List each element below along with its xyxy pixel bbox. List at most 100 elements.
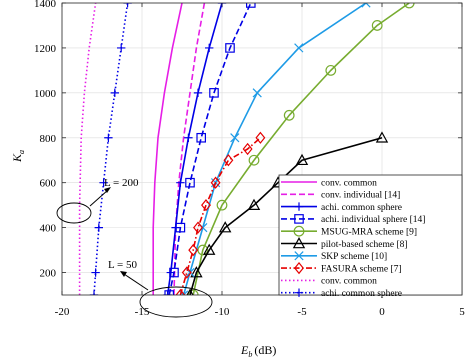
legend-label: MSUG-MRA scheme [9] bbox=[321, 228, 417, 238]
series-line bbox=[166, 3, 223, 295]
data-point bbox=[403, 3, 415, 9]
data-point bbox=[176, 178, 185, 187]
annotation-label-l200: L = 200 bbox=[104, 177, 139, 189]
legend-label: achi. individual sphere [14] bbox=[321, 215, 425, 225]
data-point bbox=[202, 243, 216, 255]
annotation-label-l50: L = 50 bbox=[108, 259, 138, 271]
y-tick-label: 1400 bbox=[34, 0, 57, 10]
y-axis-label-sub: a bbox=[17, 150, 26, 154]
data-point bbox=[255, 131, 266, 144]
data-point bbox=[184, 133, 193, 142]
data-point bbox=[196, 132, 206, 143]
legend: conv. common conv. individual [14] achi. c… bbox=[278, 174, 463, 299]
y-axis-label-main: K bbox=[10, 153, 24, 163]
legend-marker bbox=[294, 214, 304, 224]
series-line bbox=[168, 3, 252, 295]
legend-marker bbox=[294, 261, 304, 275]
series-line bbox=[152, 3, 183, 295]
data-point bbox=[209, 88, 219, 98]
legend-label: conv. common bbox=[321, 178, 377, 188]
annotation-arrow-l50 bbox=[123, 273, 149, 291]
series-3-achi-individual-sphere-14 bbox=[164, 3, 256, 295]
annotation-arrowhead-l200 bbox=[104, 187, 111, 193]
legend-marker bbox=[294, 251, 304, 261]
series-layer bbox=[78, 3, 415, 295]
legend-marker bbox=[293, 225, 305, 237]
y-tick-label: 600 bbox=[40, 178, 57, 190]
data-point bbox=[190, 266, 203, 278]
x-tick-label: -10 bbox=[215, 306, 230, 318]
y-tick-label: 1000 bbox=[34, 88, 57, 100]
data-point bbox=[294, 43, 304, 53]
data-point bbox=[94, 223, 103, 232]
data-point bbox=[169, 267, 179, 278]
data-point bbox=[283, 109, 295, 121]
data-point bbox=[246, 3, 256, 8]
series-line bbox=[179, 137, 261, 295]
data-point bbox=[175, 288, 186, 295]
data-point bbox=[205, 43, 214, 53]
x-tick-label: -20 bbox=[55, 306, 70, 318]
series-7-fasura-scheme-7 bbox=[175, 131, 266, 295]
y-tick-label: 200 bbox=[40, 268, 57, 280]
data-point bbox=[325, 64, 337, 76]
data-point bbox=[230, 133, 240, 143]
data-point bbox=[210, 176, 221, 189]
data-point bbox=[218, 221, 232, 233]
annotation-arrowhead-l50 bbox=[120, 271, 127, 277]
data-point bbox=[193, 221, 203, 234]
legend-label: conv. common bbox=[321, 277, 377, 287]
series-line bbox=[192, 3, 410, 295]
annotation-ellipse-l200 bbox=[56, 202, 92, 224]
y-tick-label: 800 bbox=[40, 133, 57, 145]
data-point bbox=[371, 20, 383, 31]
data-point bbox=[123, 3, 132, 8]
data-point bbox=[188, 243, 199, 257]
annotation-ellipse-l50 bbox=[139, 286, 213, 318]
grid bbox=[61, 2, 463, 295]
data-point bbox=[225, 43, 235, 53]
data-point bbox=[91, 268, 100, 277]
legend-marker bbox=[294, 202, 304, 211]
y-tick-label: 400 bbox=[40, 223, 57, 235]
data-point bbox=[110, 88, 119, 98]
plot-frame bbox=[61, 2, 463, 296]
legend-marker bbox=[292, 237, 306, 249]
tick-labels: -20 -15 -10 -5 0 5 200 400 600 800 1000 1200 1400 bbox=[34, 0, 465, 318]
data-point bbox=[248, 154, 260, 166]
series-0-conv-common bbox=[152, 3, 183, 295]
legend-label: pilot-based scheme [8] bbox=[321, 240, 408, 250]
data-point bbox=[295, 153, 309, 166]
data-point bbox=[181, 266, 192, 279]
data-point bbox=[247, 198, 261, 210]
data-point bbox=[201, 198, 211, 212]
annotation-group: L = 200 L = 50 bbox=[56, 177, 213, 318]
x-axis-label-main: E bbox=[240, 343, 249, 357]
data-point bbox=[242, 142, 253, 156]
data-point bbox=[175, 222, 186, 233]
data-point bbox=[223, 154, 234, 167]
y-axis-label: Ka bbox=[10, 150, 26, 163]
data-point bbox=[252, 88, 262, 98]
data-point bbox=[163, 290, 172, 295]
data-point bbox=[361, 3, 371, 8]
legend-label: conv. individual [14] bbox=[321, 191, 400, 201]
x-tick-label: 0 bbox=[379, 306, 385, 318]
legend-label: achi. common sphere bbox=[321, 289, 402, 299]
data-point bbox=[375, 131, 389, 143]
data-point bbox=[216, 199, 228, 211]
x-tick-label: 5 bbox=[459, 306, 465, 318]
data-point bbox=[186, 288, 194, 295]
data-point bbox=[117, 43, 126, 53]
x-axis-label-sub: b bbox=[248, 350, 252, 359]
data-point bbox=[104, 133, 113, 142]
data-point bbox=[193, 88, 203, 98]
data-point bbox=[187, 289, 199, 295]
data-point bbox=[89, 290, 99, 295]
series-9-achi-common-sphere bbox=[89, 3, 132, 295]
annotation-arrow-l200 bbox=[89, 189, 109, 207]
legend-label: SKP scheme [10] bbox=[321, 252, 387, 262]
x-axis-label: Eb (dB) bbox=[240, 343, 276, 359]
x-tick-label: -15 bbox=[135, 306, 150, 318]
